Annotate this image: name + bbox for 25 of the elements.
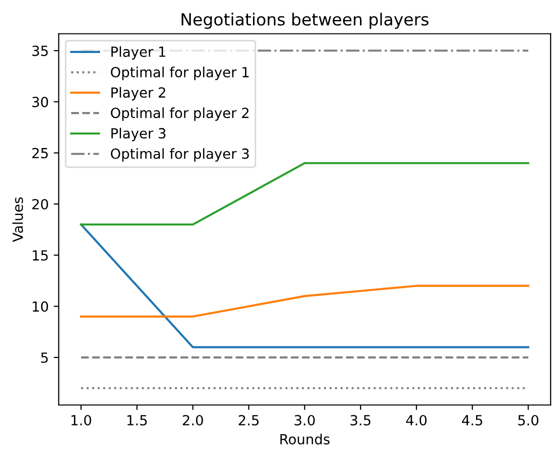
- legend-label: Player 2: [111, 87, 166, 100]
- y-tick-label: 25: [32, 148, 48, 158]
- y-tick-label: 20: [32, 199, 48, 210]
- x-tick-label: 3.5: [350, 414, 370, 426]
- y-tick-label: 5: [41, 352, 48, 363]
- y-axis-title: Values: [12, 197, 24, 242]
- x-tick-label: 1.0: [72, 414, 92, 426]
- x-tick-label: 4.0: [406, 414, 427, 426]
- x-tick-label: 5.0: [518, 414, 538, 426]
- x-axis-title: Rounds: [280, 434, 330, 444]
- chart-title: Negotiations between players: [182, 12, 428, 29]
- legend-label: Player 1: [111, 46, 166, 60]
- y-tick-label: 10: [32, 301, 48, 312]
- x-tick-label: 2.5: [238, 414, 259, 426]
- y-tick-label: 35: [32, 46, 48, 56]
- legend-label: Optimal for player 2: [110, 107, 248, 121]
- x-tick-label: 4.5: [462, 415, 482, 426]
- y-tick-label: 15: [32, 250, 48, 261]
- x-tick-label: 2.0: [182, 414, 203, 426]
- legend-label: Player 3: [111, 128, 166, 142]
- x-tick-label: 3.0: [294, 414, 315, 426]
- y-tick-label: 30: [32, 96, 48, 108]
- legend-label: Optimal for player 1: [110, 66, 249, 80]
- x-tick-label: 1.5: [127, 415, 147, 426]
- legend-label: Optimal for player 3: [110, 148, 249, 162]
